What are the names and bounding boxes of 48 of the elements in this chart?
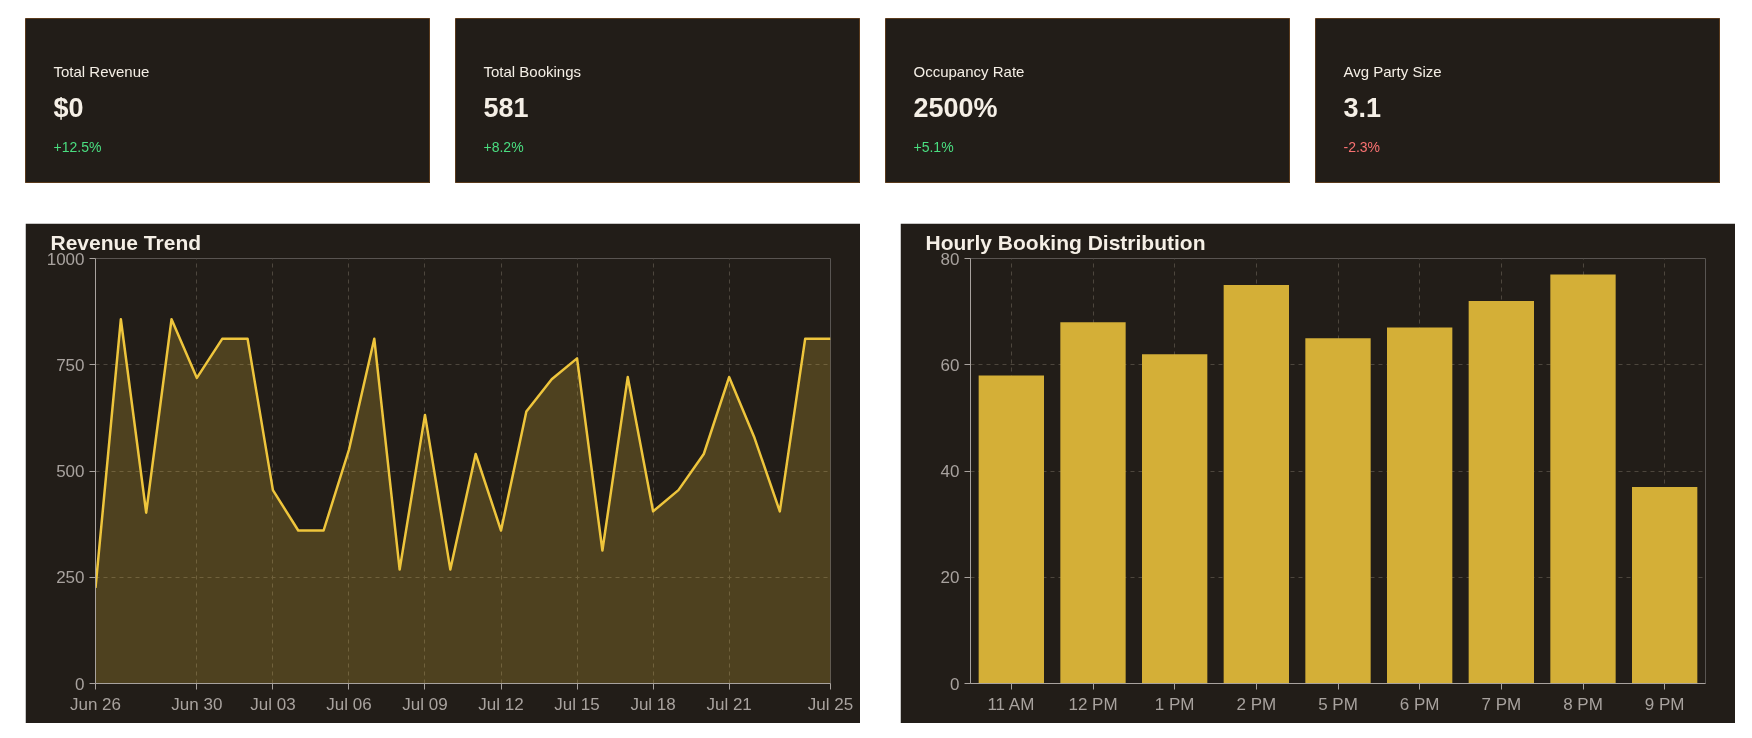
x-tick-label: 2 PM (1236, 694, 1277, 714)
x-tick-label: Jul 09 (402, 694, 448, 714)
bar (1550, 274, 1616, 684)
x-tick-label: 11 AM (987, 694, 1035, 714)
text: 2500% (913, 92, 998, 123)
text: Total Revenue (53, 63, 150, 80)
text: +5.1% (913, 138, 954, 155)
y-tick-label: 0 (75, 674, 85, 694)
bar (1060, 322, 1126, 684)
y-tick-label: 20 (940, 568, 960, 588)
y-tick-label: 0 (950, 674, 960, 694)
y-tick-label: 60 (940, 355, 960, 375)
x-tick-label: 5 PM (1318, 694, 1358, 714)
x-tick-label: 1 PM (1154, 694, 1195, 714)
x-tick-label: 6 PM (1399, 694, 1440, 714)
y-tick-label: 750 (56, 355, 85, 375)
x-tick-label: Jul 15 (554, 694, 600, 714)
x-tick-label: 7 PM (1481, 694, 1522, 714)
y-tick-label: 500 (56, 462, 85, 481)
x-tick-label: Jun 30 (171, 694, 223, 714)
bar (1223, 285, 1289, 684)
bar (1142, 354, 1208, 684)
bar (1632, 486, 1698, 684)
bar (1305, 338, 1371, 684)
bar (978, 375, 1044, 684)
x-tick-label: 8 PM (1563, 694, 1603, 714)
x-tick-label: Jul 25 (807, 694, 854, 714)
x-tick-label: 12 PM (1068, 694, 1118, 714)
text: Occupancy Rate (913, 63, 1025, 80)
x-tick-label: Jul 03 (250, 694, 296, 714)
text: Avg Party Size (1343, 63, 1442, 80)
text: $0 (53, 92, 84, 123)
x-tick-label: Jul 18 (630, 694, 676, 714)
text: +12.5% (53, 138, 102, 155)
bar (1387, 327, 1453, 684)
text: 581 (483, 93, 529, 123)
text: +8.2% (483, 138, 524, 155)
y-tick-label: 250 (56, 568, 85, 588)
x-tick-label: Jul 12 (478, 694, 524, 714)
x-tick-label: Jul 21 (706, 694, 752, 714)
text: 3.1 (1343, 93, 1382, 123)
x-tick-label: Jul 06 (326, 694, 372, 714)
x-tick-label: Jun 26 (69, 694, 122, 714)
text: Total Bookings (483, 63, 582, 80)
x-tick-label: 9 PM (1644, 694, 1685, 714)
y-tick-label: 40 (940, 462, 960, 481)
text: -2.3% (1343, 138, 1381, 155)
bar (1468, 301, 1534, 684)
